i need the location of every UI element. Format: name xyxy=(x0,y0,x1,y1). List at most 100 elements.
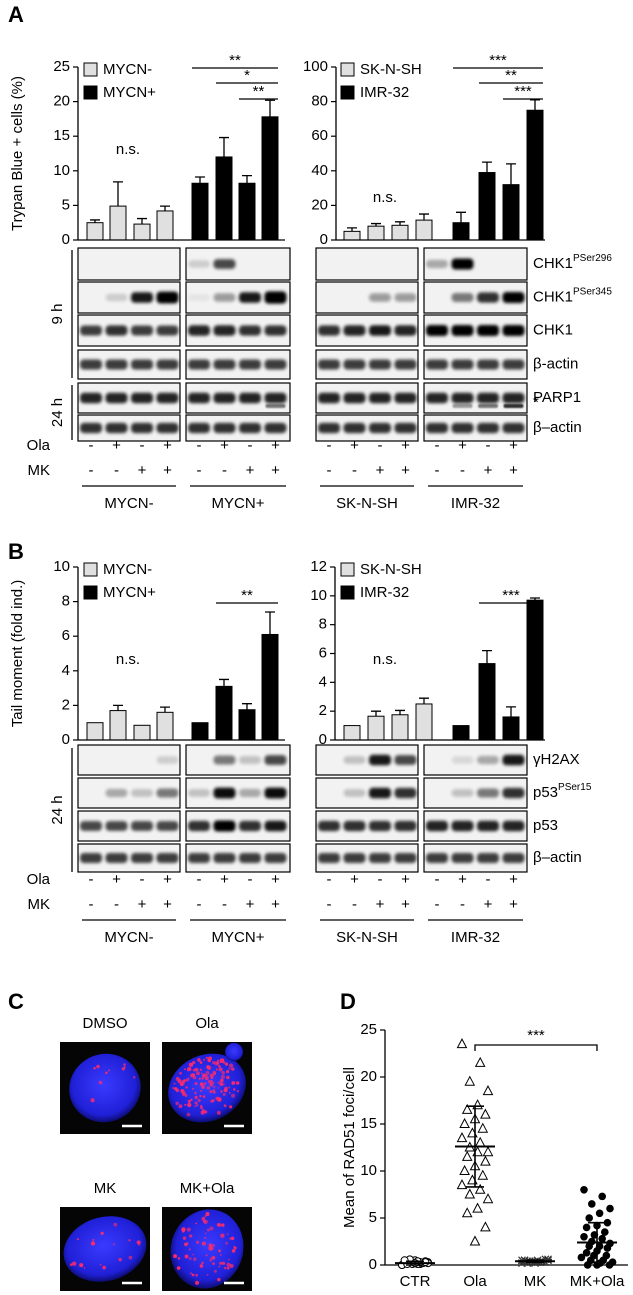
focus xyxy=(201,1241,206,1246)
blot-band xyxy=(105,422,128,434)
row-label: CHK1 xyxy=(533,321,573,338)
y-tick-label: 100 xyxy=(303,58,328,75)
focus xyxy=(187,1102,192,1108)
focus xyxy=(226,1233,229,1235)
focus xyxy=(231,1249,236,1253)
treatment-sign: - xyxy=(378,437,383,454)
time-label: 9 h xyxy=(49,304,66,325)
blot-band xyxy=(477,359,499,370)
focus xyxy=(229,1237,232,1240)
significance-label: ** xyxy=(241,587,253,604)
blot-band xyxy=(394,755,417,765)
error-bar xyxy=(265,99,275,117)
error-bar xyxy=(419,697,429,704)
legend-swatch xyxy=(83,562,98,577)
focus xyxy=(228,1067,231,1070)
significance-label: ** xyxy=(253,83,265,100)
y-tick-label: 15 xyxy=(360,1115,377,1132)
x-tick-label: Ola xyxy=(463,1273,487,1290)
treatment-sign: + xyxy=(458,871,467,888)
focus xyxy=(112,1243,115,1246)
bar xyxy=(391,224,409,241)
focus xyxy=(212,1089,216,1093)
data-point xyxy=(598,1234,606,1243)
row-label-text: CHK1 xyxy=(533,288,573,305)
focus xyxy=(191,1273,195,1276)
blot-band xyxy=(264,325,287,336)
blot-band xyxy=(394,392,417,404)
blot-band xyxy=(477,422,499,434)
legend-swatch xyxy=(340,562,355,577)
focus xyxy=(205,1254,208,1257)
focus xyxy=(199,1068,203,1071)
blot-band xyxy=(156,291,179,304)
blot-band xyxy=(239,756,261,764)
treatment-sign: - xyxy=(114,896,119,913)
focus xyxy=(199,1082,204,1086)
treatment-label: MK xyxy=(28,462,51,479)
blot-band xyxy=(394,422,417,434)
blot-band xyxy=(343,392,366,404)
error-bar xyxy=(456,211,466,223)
focus xyxy=(204,1076,209,1081)
blot-band xyxy=(156,392,179,404)
group-label: SK-N-SH xyxy=(336,929,398,946)
cleaved-marker: * xyxy=(533,394,539,411)
group-label: IMR-32 xyxy=(451,495,500,512)
focus xyxy=(212,1244,216,1247)
data-point xyxy=(585,1242,593,1250)
blot-band xyxy=(369,787,391,799)
treatment-sign: + xyxy=(163,896,172,913)
blot-band xyxy=(213,820,236,832)
focus xyxy=(225,1241,228,1245)
blot-band xyxy=(477,325,499,336)
focus xyxy=(204,1110,208,1114)
focus xyxy=(179,1082,184,1087)
blot-band xyxy=(239,820,261,832)
treatment-sign: + xyxy=(350,437,359,454)
focus xyxy=(199,1264,204,1268)
y-tick-label: 20 xyxy=(360,1068,377,1085)
focus xyxy=(173,1082,176,1085)
focus xyxy=(184,1254,189,1259)
significance-label: * xyxy=(244,67,250,84)
focus xyxy=(194,1082,198,1086)
error-bar xyxy=(113,181,123,207)
panel-label: A xyxy=(8,2,24,27)
blot-band xyxy=(239,325,261,336)
blot-band xyxy=(318,325,340,336)
y-tick-label: 25 xyxy=(53,58,70,75)
error-bar xyxy=(395,709,405,715)
focus xyxy=(220,1074,226,1080)
nucleus xyxy=(63,1216,147,1282)
focus xyxy=(209,1246,214,1251)
blot-panel xyxy=(315,247,419,281)
data-point xyxy=(456,1038,468,1049)
legend-label: IMR-32 xyxy=(360,584,409,601)
bar xyxy=(526,599,544,741)
treatment-sign: + xyxy=(401,462,410,479)
row-label: p53PSer15 xyxy=(533,782,592,801)
blot-band xyxy=(369,359,391,370)
blot-band xyxy=(188,293,210,302)
focus xyxy=(200,1089,203,1092)
treatment-sign: - xyxy=(327,896,332,913)
focus xyxy=(236,1089,240,1093)
focus xyxy=(128,1239,131,1242)
data-point xyxy=(605,1261,614,1269)
bar xyxy=(133,724,151,741)
blot-panel xyxy=(315,349,419,380)
treatment-sign: + xyxy=(401,871,410,888)
y-tick-label: 0 xyxy=(62,231,70,248)
treatment-sign: - xyxy=(248,871,253,888)
blot-band xyxy=(156,821,179,831)
focus xyxy=(201,1216,206,1221)
micrograph-label: DMSO xyxy=(83,1015,128,1032)
focus xyxy=(214,1061,219,1066)
panel-label: D xyxy=(340,989,356,1014)
significance-bracket xyxy=(474,1044,598,1051)
data-point xyxy=(585,1214,593,1222)
data-point xyxy=(461,1103,473,1114)
row-label-superscript: PSer296 xyxy=(573,253,612,264)
bar xyxy=(478,663,496,741)
